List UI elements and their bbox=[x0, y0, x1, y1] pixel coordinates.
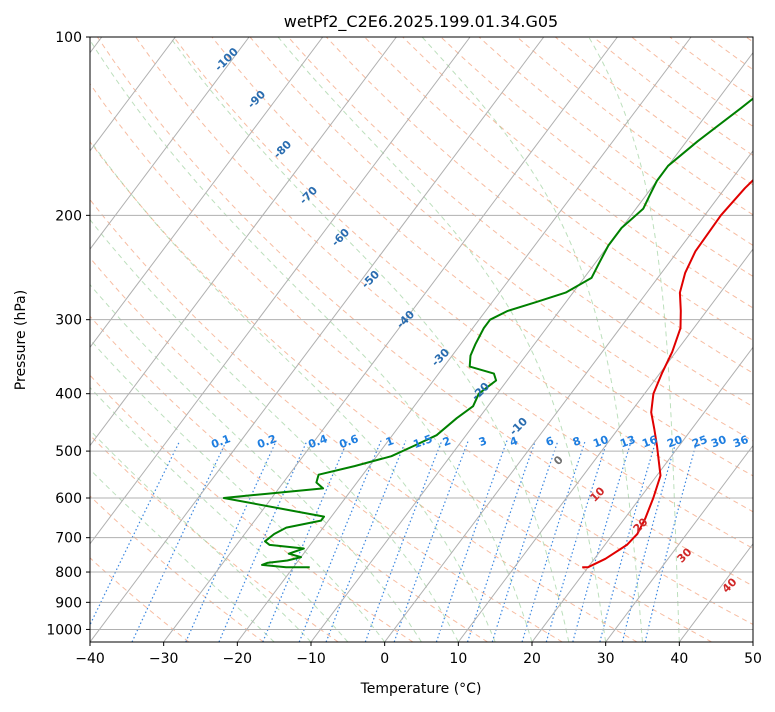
y-tick-label: 600 bbox=[55, 491, 82, 507]
y-tick-label: 400 bbox=[55, 387, 82, 403]
x-tick-label: 50 bbox=[744, 651, 762, 667]
x-tick-label: 30 bbox=[597, 651, 615, 667]
y-tick-label: 900 bbox=[55, 595, 82, 611]
chart-title: wetPf2_C2E6.2025.199.01.34.G05 bbox=[284, 12, 558, 32]
x-tick-label: −30 bbox=[149, 651, 179, 667]
y-tick-label: 200 bbox=[55, 208, 82, 224]
x-tick-label: 0 bbox=[380, 651, 389, 667]
y-tick-label: 800 bbox=[55, 565, 82, 581]
x-tick-label: −10 bbox=[296, 651, 326, 667]
x-tick-label: −20 bbox=[223, 651, 253, 667]
x-tick-label: 40 bbox=[670, 651, 688, 667]
y-axis-label: Pressure (hPa) bbox=[13, 290, 29, 390]
x-tick-label: −40 bbox=[75, 651, 105, 667]
y-tick-label: 100 bbox=[55, 30, 82, 46]
x-axis-label: Temperature (°C) bbox=[360, 681, 482, 697]
y-tick-label: 700 bbox=[55, 531, 82, 547]
y-tick-label: 500 bbox=[55, 444, 82, 460]
x-tick-label: 20 bbox=[523, 651, 541, 667]
y-tick-label: 300 bbox=[55, 313, 82, 329]
x-tick-label: 10 bbox=[449, 651, 467, 667]
y-tick-label: 1000 bbox=[46, 622, 82, 638]
